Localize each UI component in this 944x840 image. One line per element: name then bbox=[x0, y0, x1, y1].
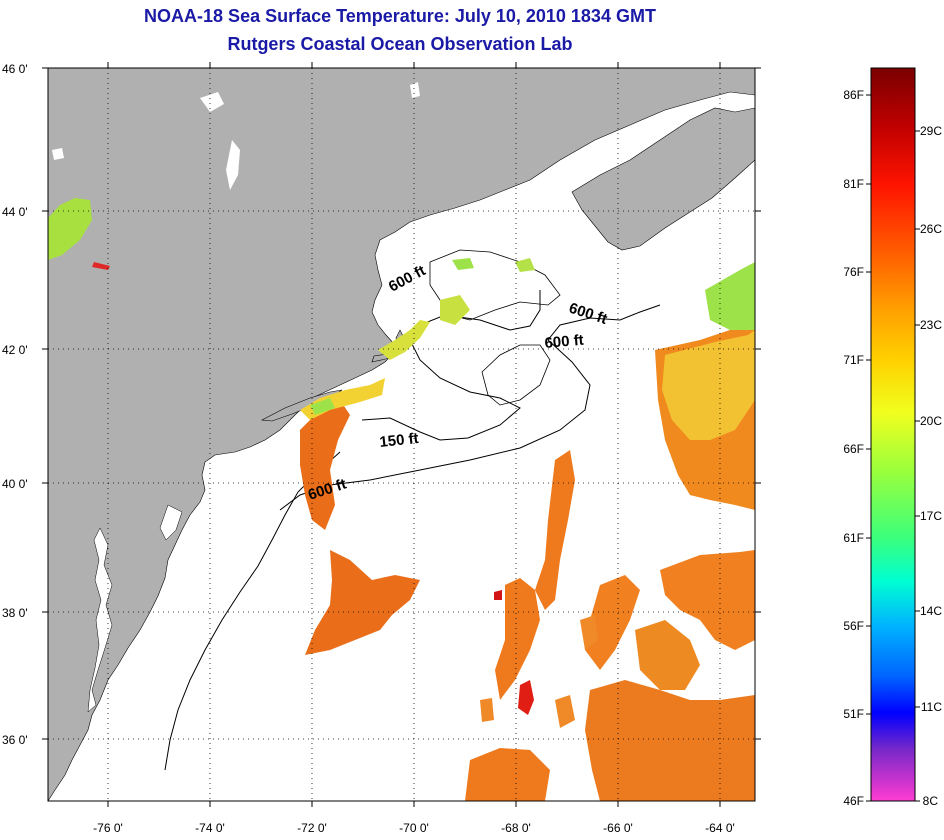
water-lake bbox=[226, 140, 240, 190]
sst-patch-green bbox=[705, 262, 755, 330]
contour-600ft bbox=[279, 304, 661, 511]
sst-patch-scatter bbox=[480, 698, 494, 722]
colorbar-ticks bbox=[866, 94, 920, 802]
graticule bbox=[48, 68, 755, 801]
lon-tick-label: -74 0' bbox=[195, 821, 225, 835]
lon-tick-label: -68 0' bbox=[501, 821, 531, 835]
land-nova-scotia bbox=[571, 107, 755, 251]
sst-patch-gulf bbox=[440, 295, 470, 325]
colorbar-f-label: 86F bbox=[843, 88, 864, 102]
sst-patch-orange bbox=[495, 578, 540, 700]
lat-tick-label: 36 0' bbox=[2, 733, 28, 747]
sst-patch-orange bbox=[465, 748, 550, 801]
water-lake bbox=[52, 148, 64, 160]
sst-patch-red bbox=[518, 680, 534, 715]
sst-patch-orange bbox=[585, 575, 640, 670]
water-lake bbox=[410, 82, 420, 98]
colorbar-f-label: 76F bbox=[843, 265, 864, 279]
colorbar-c-label: 17C bbox=[920, 509, 942, 523]
lon-tick-label: -72 0' bbox=[297, 821, 327, 835]
sst-patch-gulf bbox=[515, 258, 535, 272]
lat-tick-label: 42 0' bbox=[2, 343, 28, 357]
colorbar-f-label: 51F bbox=[843, 707, 864, 721]
colorbar-f-label: 71F bbox=[843, 353, 864, 367]
water-delaware-bay bbox=[159, 504, 183, 541]
colorbar-f-label: 66F bbox=[843, 442, 864, 456]
sst-patch-red bbox=[494, 590, 502, 600]
lat-tick-label: 44 0' bbox=[2, 205, 28, 219]
lon-tick-label: -70 0' bbox=[399, 821, 429, 835]
contour-label: 600 ft bbox=[544, 332, 585, 352]
sst-patch-coastal-green bbox=[310, 398, 335, 415]
lon-tick-label: -66 0' bbox=[603, 821, 633, 835]
sst-patch-yellow bbox=[662, 330, 755, 440]
lon-tick-label: -64 0' bbox=[705, 821, 735, 835]
colorbar-f-label: 46F bbox=[843, 794, 864, 808]
sst-patch-orange bbox=[635, 620, 700, 690]
map-title: NOAA-18 Sea Surface Temperature: July 10… bbox=[144, 6, 656, 26]
contour-shelf bbox=[164, 451, 341, 771]
colorbar bbox=[870, 67, 916, 802]
sst-patch-orange bbox=[305, 550, 420, 655]
sst-patch-orange bbox=[585, 680, 755, 801]
lon-tick-label: -76 0' bbox=[93, 821, 123, 835]
colorbar-c-label: 14C bbox=[920, 604, 942, 618]
colorbar-c-label: 26C bbox=[920, 222, 942, 236]
sst-patch-gulf bbox=[452, 258, 474, 270]
sst-patch-orange bbox=[660, 550, 755, 650]
lat-tick-label: 46 0' bbox=[2, 62, 28, 76]
contour-label: 150 ft bbox=[379, 430, 420, 451]
sst-patch-lake bbox=[92, 262, 110, 270]
axis-ticks bbox=[42, 62, 761, 807]
water-lake bbox=[200, 92, 224, 112]
water-chesapeake-bay bbox=[87, 527, 113, 713]
sst-patch-scatter bbox=[555, 695, 575, 728]
colorbar-c-label: 23C bbox=[920, 318, 942, 332]
colorbar-c-label: 8C bbox=[923, 794, 939, 808]
colorbar-f-label: 81F bbox=[843, 177, 864, 191]
sst-patch-orange bbox=[300, 400, 350, 530]
lat-tick-label: 40 0' bbox=[2, 477, 28, 491]
colorbar-f-label: 56F bbox=[843, 619, 864, 633]
colorbar-c-label: 29C bbox=[920, 124, 942, 138]
colorbar-c-label: 20C bbox=[920, 414, 942, 428]
sst-patches bbox=[48, 198, 755, 801]
sst-patch-gulf bbox=[378, 320, 430, 360]
map-subtitle: Rutgers Coastal Ocean Observation Lab bbox=[227, 34, 573, 54]
colorbar-f-label: 61F bbox=[843, 531, 864, 545]
sst-patch-orange bbox=[535, 450, 575, 610]
sst-patch-lake bbox=[48, 198, 92, 260]
map-frame bbox=[47, 67, 756, 802]
contour-150ft bbox=[361, 290, 541, 441]
lat-tick-label: 38 0' bbox=[2, 606, 28, 620]
sst-patch-scatter bbox=[580, 615, 598, 650]
contour-georges bbox=[481, 344, 551, 406]
colorbar-c-label: 11C bbox=[921, 700, 942, 714]
